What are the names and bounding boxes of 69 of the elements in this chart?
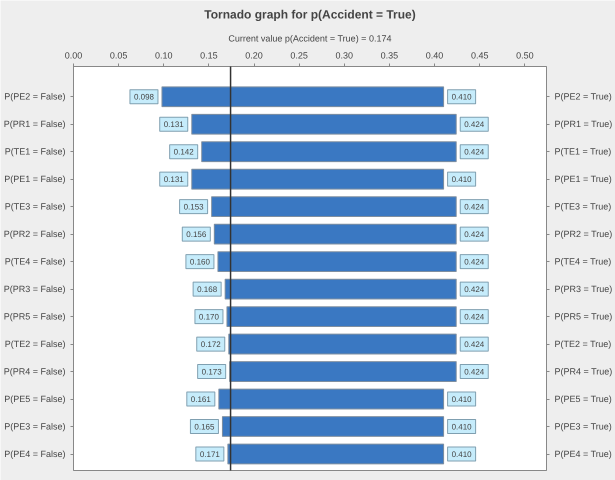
annotation: 0.424 [464,368,485,377]
y2-tick-label: P(TE4 = True) [554,256,612,267]
annotation: 0.424 [464,285,485,294]
y-tick-label: P(PE4 = False) [4,449,66,460]
annotation: 0.170 [198,312,220,322]
x-tick-label: 0.25 [290,50,308,60]
y2-tick-label: P(TE3 = True) [554,202,612,212]
y-tick-label: P(PR3 = False) [4,284,66,294]
x-tick-label: 0.30 [336,50,354,60]
annotation: 0.424 [464,340,485,350]
x-tick-label: 0.20 [245,50,263,60]
y2-tick-label: P(PE4 = True) [554,449,612,460]
x-tick-label: 0.00 [64,50,82,60]
x-tick-label: 0.50 [516,50,534,60]
x-tick-label: 0.10 [155,50,173,60]
annotation: 0.173 [202,368,222,377]
y-tick-label: P(PE3 = False) [4,422,66,432]
annotation: 0.424 [464,148,485,157]
y-tick-label: P(TE4 = False) [4,256,66,267]
y-tick-label: P(PR5 = False) [4,312,66,322]
annotation: 0.424 [464,120,485,130]
y-tick-label: P(PE2 = False) [4,92,66,102]
annotation: 0.172 [200,340,222,350]
y-tick-label: P(PR2 = False) [4,229,66,240]
y-tick-label: P(TE1 = False) [4,146,66,157]
annotation: 0.410 [452,450,472,460]
x-tick-label: 0.15 [200,50,218,60]
y-tick-label: P(TE2 = False) [4,339,66,350]
y2-tick-label: P(PR3 = True) [554,284,612,294]
y-tick-label: P(PR1 = False) [4,119,66,130]
annotation: 0.424 [464,202,485,212]
y-tick-label: P(TE3 = False) [4,202,66,212]
y2-tick-label: P(PE3 = True) [554,422,612,432]
annotation: 0.410 [452,92,472,102]
annotation: 0.410 [452,395,472,404]
annotation: 0.410 [452,175,472,184]
y2-tick-label: P(TE2 = True) [554,339,612,350]
y2-tick-label: P(PR1 = True) [554,119,612,130]
y-tick-label: P(PE5 = False) [4,394,66,404]
chart-title: Tornado graph for p(Accident = True) [204,8,416,22]
x-tick-label: 0.05 [110,50,128,60]
annotation: 0.156 [186,230,207,240]
annotation: 0.165 [194,422,215,432]
y2-tick-label: P(PE5 = True) [554,394,612,404]
annotation: 0.171 [200,450,220,460]
y2-tick-label: P(PE1 = True) [554,174,612,184]
annotation: 0.410 [452,422,472,432]
y2-tick-label: P(PR2 = True) [554,229,612,240]
y2-tick-label: P(TE1 = True) [554,146,612,157]
annotation: 0.098 [134,92,155,102]
annotation: 0.131 [164,120,184,130]
x-tick-label: 0.35 [380,50,398,60]
y2-tick-label: P(PR5 = True) [554,312,612,322]
y-tick-label: P(PR4 = False) [4,366,66,377]
y-tick-label: P(PE1 = False) [4,174,66,184]
annotation: 0.168 [197,285,218,294]
annotation: 0.424 [464,312,485,322]
x-tick-label: 0.40 [426,50,444,60]
annotation: 0.160 [190,258,210,267]
x-tick-label: 0.45 [470,50,488,60]
chart-subtitle: Current value p(Accident = True) = 0.174 [228,34,392,44]
annotation: 0.161 [190,395,212,404]
y2-tick-label: P(PR4 = True) [554,366,612,377]
annotation: 0.131 [164,175,184,184]
annotation: 0.142 [174,148,194,157]
annotation: 0.424 [464,258,485,267]
y2-tick-label: P(PE2 = True) [554,92,612,102]
annotation: 0.153 [184,202,204,212]
annotation: 0.424 [464,230,485,240]
